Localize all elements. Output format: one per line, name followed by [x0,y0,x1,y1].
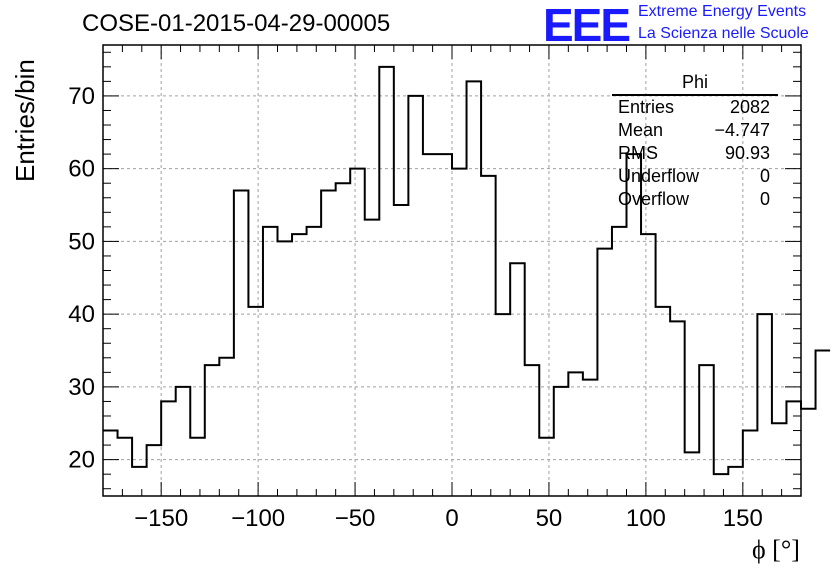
histogram-bin [481,176,496,496]
stats-value: 0 [759,166,770,186]
x-tick-label: 150 [723,505,763,532]
histogram-bin [292,234,307,496]
histogram-bin [132,467,147,496]
y-tick-label: 50 [68,228,95,255]
histogram-bin [743,431,758,496]
stats-label: Underflow [618,166,700,186]
x-tick-label: −100 [231,505,285,532]
histogram-bin [147,445,162,496]
stats-label: Mean [618,120,664,140]
stats-label: Entries [618,97,675,117]
logo-subtitle-1: Extreme Energy Events [638,3,807,20]
y-tick-label: 70 [68,83,95,110]
histogram-bin [234,190,249,496]
histogram-bin [103,431,118,496]
histogram-bin [394,205,409,496]
histogram-bin [190,438,205,496]
histogram-bin [685,452,700,496]
histogram-bin [452,169,467,496]
histogram-bin [728,467,743,496]
stats-row-overflow: Overflow 0 [608,188,778,211]
x-tick-label: −150 [134,505,188,532]
histogram-series-line [103,65,831,476]
stats-row-rms: RMS 90.93 [608,142,778,165]
y-tick-label: 30 [68,374,95,401]
histogram-bin [205,365,220,496]
x-tick-label: −50 [335,505,376,532]
histogram-bin [641,234,656,496]
stats-row-underflow: Underflow 0 [608,165,778,188]
histogram-bin [321,190,336,496]
histogram-bin [176,387,191,496]
histogram-bin [816,351,831,496]
histogram-bin [714,474,729,496]
histogram-bin [118,438,133,496]
y-tick-label: 20 [68,447,95,474]
histogram-bin [408,96,423,496]
histogram-bin [496,314,511,496]
histogram-bin [554,387,569,496]
histogram-bin [350,169,365,496]
histogram-bin [699,365,714,496]
histogram-bin [365,220,380,496]
x-tick-label: 50 [536,505,563,532]
histogram-bin [219,358,234,496]
histogram-bin [597,249,612,496]
histogram-bin [510,263,525,496]
histogram-bin [539,438,554,496]
histogram-bin [568,372,583,496]
histogram-bin [525,365,540,496]
y-axis-label: Entries/bin [10,59,40,182]
x-tick-label: 100 [626,505,666,532]
histogram-bin [612,227,627,496]
eee-logo-mark: EEE [543,0,631,51]
stats-value: −4.747 [714,120,770,140]
stats-value: 2082 [729,97,770,117]
stats-box: Phi Entries 2082 Mean −4.747 RMS 90.93 U… [608,72,778,211]
histogram-bin [379,67,394,496]
stats-row-mean: Mean −4.747 [608,119,778,142]
y-tick-label: 60 [68,156,95,183]
stats-title: Phi [612,72,778,96]
histogram-bin [248,307,263,496]
histogram-bin [757,314,772,496]
y-tick-label: 40 [68,301,95,328]
histogram-bin [801,409,816,496]
x-tick-label: 0 [445,505,458,532]
stats-value: 0 [759,189,770,209]
histogram-bin [583,380,598,496]
chart-title: COSE-01-2015-04-29-00005 [82,10,391,37]
logo-subtitle-2: La Scienza nelle Scuole [638,25,809,42]
histogram-bin [437,154,452,496]
stats-value: 90.93 [724,143,770,163]
histogram-bin [467,81,482,496]
histogram-bin [307,227,322,496]
histogram-bin [336,183,351,496]
histogram-bin [263,227,278,496]
histogram-bin [278,241,293,496]
histogram-bin [670,321,685,496]
x-axis-label: ϕ [°] [752,535,800,564]
stats-row-entries: Entries 2082 [608,96,778,119]
histogram-bin [656,307,671,496]
histogram-bin [161,401,176,496]
histogram-bin [772,423,787,496]
stats-label: Overflow [618,189,690,209]
stats-label: RMS [618,143,658,163]
histogram-bin [423,154,438,496]
